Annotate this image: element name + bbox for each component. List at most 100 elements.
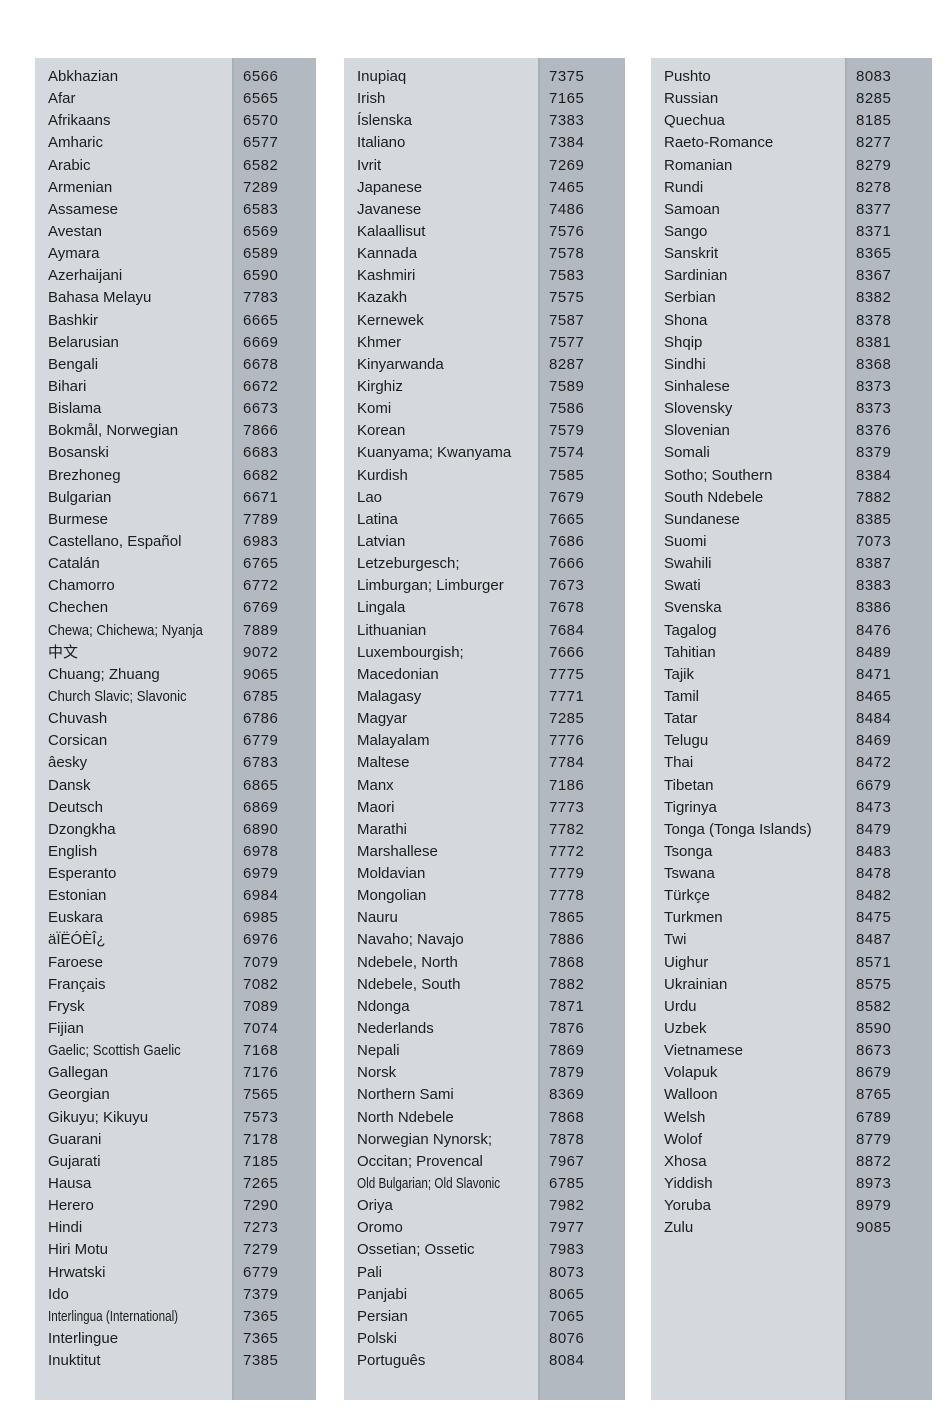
language-code: 8765 [856, 1086, 892, 1104]
language-name: Welsh [664, 1108, 706, 1126]
table-row: Tswana 8478 [651, 863, 932, 885]
table-row: Welsh 6789 [651, 1107, 932, 1129]
table-row: Euskara 6985 [35, 907, 316, 929]
language-name: Amharic [48, 134, 104, 152]
language-name: Euskara [48, 909, 104, 927]
language-name: Twi [664, 931, 687, 949]
language-code: 6890 [243, 820, 279, 838]
language-code: 8369 [549, 1086, 585, 1104]
language-name: Sotho; Southern [664, 466, 773, 484]
language-name: Pali [357, 1263, 383, 1281]
language-code: 6865 [243, 776, 279, 794]
language-name: Urdu [664, 997, 697, 1015]
language-code: 6983 [243, 532, 279, 550]
table-row: Afar 6565 [35, 88, 316, 110]
language-code: 7666 [549, 643, 585, 661]
table-row: Lithuanian 7684 [344, 620, 625, 642]
language-name: Bulgarian [48, 488, 112, 506]
language-name: Latvian [357, 532, 406, 550]
table-row: Limburgan; Limburger 7673 [344, 575, 625, 597]
table-row: Bokmål, Norwegian 7866 [35, 420, 316, 442]
language-name: Sundanese [664, 510, 740, 528]
language-name: Ossetian; Ossetic [357, 1241, 475, 1259]
language-code: 7679 [549, 488, 585, 506]
language-code: 8185 [856, 112, 892, 130]
table-row: Georgian 7565 [35, 1084, 316, 1106]
language-code: 6772 [243, 577, 279, 595]
table-row: Français 7082 [35, 974, 316, 996]
language-name: Tibetan [664, 776, 714, 794]
language-code: 6789 [856, 1108, 892, 1126]
table-row: Bihari 6672 [35, 376, 316, 398]
language-name: Inuktitut [48, 1352, 101, 1370]
language-name: Interlingua (International) [48, 1307, 179, 1325]
language-name: Telugu [664, 732, 709, 750]
language-name: 中文 [48, 643, 79, 661]
language-code: 8973 [856, 1175, 892, 1193]
language-code: 7782 [549, 820, 585, 838]
language-name: Svenska [664, 599, 722, 617]
language-name: Swahili [664, 555, 712, 573]
language-name: Interlingue [48, 1330, 119, 1348]
table-row: Chuvash 6786 [35, 708, 316, 730]
language-name: Persian [357, 1307, 408, 1325]
language-name: Tigrinya [664, 798, 717, 816]
language-code: 6785 [243, 687, 279, 705]
language-code: 7666 [549, 555, 585, 573]
language-name: Swati [664, 577, 701, 595]
language-code: 8385 [856, 510, 892, 528]
language-name: Volapuk [664, 1064, 718, 1082]
language-name: Pushto [664, 68, 711, 85]
language-code: 8379 [856, 444, 892, 462]
language-code: 7279 [243, 1241, 279, 1259]
table-row: Interlingue 7365 [35, 1328, 316, 1350]
language-name: Oriya [357, 1197, 393, 1215]
language-code: 7586 [549, 400, 585, 418]
language-name: Manx [357, 776, 394, 794]
table-row: Ndonga 7871 [344, 996, 625, 1018]
table-row: Urdu 8582 [651, 996, 932, 1018]
language-code: 7574 [549, 444, 585, 462]
language-name: Dzongkha [48, 820, 116, 838]
table-row: Gallegan 7176 [35, 1062, 316, 1084]
language-name: Georgian [48, 1086, 110, 1104]
language-code: 7576 [549, 222, 585, 240]
language-name: Lao [357, 488, 383, 506]
language-name: Sanskrit [664, 245, 719, 263]
language-name: Uzbek [664, 1020, 707, 1038]
language-code: 6786 [243, 710, 279, 728]
language-name: Macedonian [357, 665, 439, 683]
table-row: Polski 8076 [344, 1328, 625, 1350]
language-name: Tonga (Tonga Islands) [664, 820, 812, 838]
table-row: Somali 8379 [651, 442, 932, 464]
table-row: Türkçe 8482 [651, 885, 932, 907]
table-row: Raeto-Romance 8277 [651, 132, 932, 154]
language-code: 8475 [856, 909, 892, 927]
language-name: Gikuyu; Kikuyu [48, 1108, 149, 1126]
language-name: Kinyarwanda [357, 355, 444, 373]
language-name: Xhosa [664, 1152, 707, 1170]
language-name: Bashkir [48, 311, 99, 329]
language-name: Bislama [48, 400, 102, 418]
table-row: Tsonga 8483 [651, 841, 932, 863]
language-code: 7176 [243, 1064, 279, 1082]
language-name: Deutsch [48, 798, 104, 816]
language-code: 7082 [243, 975, 279, 993]
language-code: 7385 [243, 1352, 279, 1370]
language-code-column-3: Pushto 8083 Russian 8285 Quechua 8185 Ra… [651, 58, 932, 1400]
table-row: Quechua 8185 [651, 110, 932, 132]
language-name: Raeto-Romance [664, 134, 774, 152]
table-row: Fijian 7074 [35, 1018, 316, 1040]
language-code: 7967 [549, 1152, 585, 1170]
table-row: Luxembourgish; 7666 [344, 642, 625, 664]
language-name: Bahasa Melayu [48, 289, 152, 307]
language-code: 7773 [549, 798, 585, 816]
language-name: Ndebele, South [357, 975, 461, 993]
table-row: Malayalam 7776 [344, 730, 625, 752]
table-row: Turkmen 8475 [651, 907, 932, 929]
language-code: 8482 [856, 887, 892, 905]
language-code: 6570 [243, 112, 279, 130]
language-code: 7073 [856, 532, 892, 550]
table-row: Uzbek 8590 [651, 1018, 932, 1040]
table-row: Assamese 6583 [35, 199, 316, 221]
